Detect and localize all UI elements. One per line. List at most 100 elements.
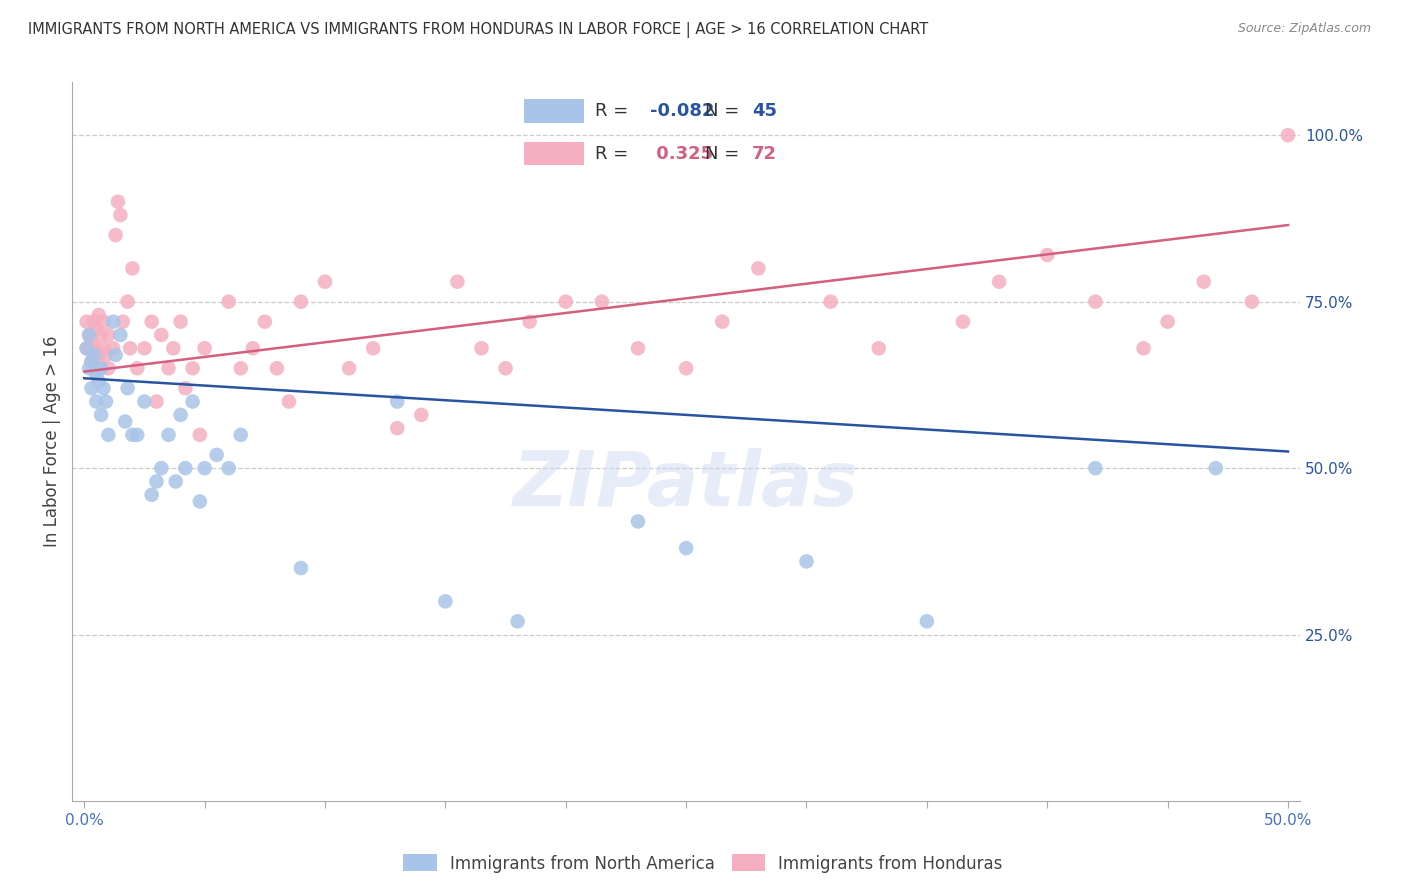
Point xyxy=(1132,341,1154,355)
Point xyxy=(111,315,134,329)
Point xyxy=(76,315,98,329)
Point xyxy=(1084,461,1107,475)
Point xyxy=(141,488,163,502)
Point xyxy=(290,561,312,575)
Point xyxy=(127,428,149,442)
Point xyxy=(83,361,105,376)
Text: 0.325: 0.325 xyxy=(651,145,713,162)
Point xyxy=(134,341,156,355)
Point xyxy=(77,328,100,343)
Point xyxy=(290,294,312,309)
Point xyxy=(90,361,112,376)
Point xyxy=(506,615,529,629)
Point xyxy=(915,615,938,629)
Point xyxy=(97,328,120,343)
Point xyxy=(101,341,124,355)
Text: N =: N = xyxy=(706,103,745,120)
Point xyxy=(194,461,217,475)
Point xyxy=(77,328,100,343)
Point xyxy=(84,368,107,382)
Point xyxy=(194,341,217,355)
Point xyxy=(87,375,110,389)
Point xyxy=(150,328,173,343)
Point xyxy=(711,315,734,329)
Point xyxy=(174,461,197,475)
Point xyxy=(84,321,107,335)
Point xyxy=(157,428,180,442)
Point xyxy=(820,294,842,309)
Text: Source: ZipAtlas.com: Source: ZipAtlas.com xyxy=(1237,22,1371,36)
Point xyxy=(157,361,180,376)
Point xyxy=(165,475,187,489)
Point xyxy=(253,315,276,329)
Point xyxy=(411,408,433,422)
Point xyxy=(77,341,100,355)
Point xyxy=(80,381,103,395)
Point xyxy=(141,315,163,329)
Point xyxy=(1192,275,1215,289)
Point xyxy=(277,394,299,409)
Text: N =: N = xyxy=(706,145,745,162)
Point xyxy=(77,361,100,376)
Text: 72: 72 xyxy=(752,145,776,162)
Point xyxy=(675,361,697,376)
Point xyxy=(218,461,240,475)
Text: R =: R = xyxy=(596,145,634,162)
Point xyxy=(1036,248,1059,262)
Point xyxy=(118,341,141,355)
Point xyxy=(387,421,409,435)
Point xyxy=(94,348,117,362)
Legend: Immigrants from North America, Immigrants from Honduras: Immigrants from North America, Immigrant… xyxy=(396,847,1010,880)
Point xyxy=(87,308,110,322)
Bar xyxy=(524,142,585,165)
Point xyxy=(80,334,103,349)
Point xyxy=(80,354,103,368)
Point xyxy=(627,341,650,355)
Point xyxy=(93,381,115,395)
Point xyxy=(162,341,184,355)
Point xyxy=(446,275,468,289)
Point xyxy=(337,361,360,376)
Point xyxy=(495,361,517,376)
Point xyxy=(93,315,115,329)
Point xyxy=(188,494,211,508)
Text: ZIPatlas: ZIPatlas xyxy=(513,448,859,522)
Point xyxy=(76,341,98,355)
Point xyxy=(1205,461,1227,475)
Point xyxy=(174,381,197,395)
Point xyxy=(218,294,240,309)
Point xyxy=(169,408,191,422)
Point xyxy=(1156,315,1178,329)
Bar xyxy=(524,99,585,123)
Text: R =: R = xyxy=(596,103,634,120)
Point xyxy=(127,361,149,376)
Point xyxy=(80,354,103,368)
Point xyxy=(796,554,818,568)
Point xyxy=(117,294,139,309)
Point xyxy=(229,428,252,442)
Point xyxy=(181,394,204,409)
Point xyxy=(101,315,124,329)
Point xyxy=(266,361,288,376)
Point xyxy=(675,541,697,555)
Point xyxy=(229,361,252,376)
Point xyxy=(94,394,117,409)
Point xyxy=(387,394,409,409)
Point xyxy=(188,428,211,442)
Point xyxy=(90,408,112,422)
Point xyxy=(134,394,156,409)
Point xyxy=(1277,128,1299,143)
Point xyxy=(181,361,204,376)
Point xyxy=(110,208,132,222)
Point xyxy=(97,428,120,442)
Y-axis label: In Labor Force | Age > 16: In Labor Force | Age > 16 xyxy=(44,335,60,548)
Point xyxy=(361,341,384,355)
Point xyxy=(470,341,492,355)
Point xyxy=(868,341,890,355)
Point xyxy=(104,228,127,243)
Point xyxy=(627,515,650,529)
Point xyxy=(434,594,457,608)
Point xyxy=(84,341,107,355)
Point xyxy=(90,361,112,376)
Point xyxy=(93,341,115,355)
